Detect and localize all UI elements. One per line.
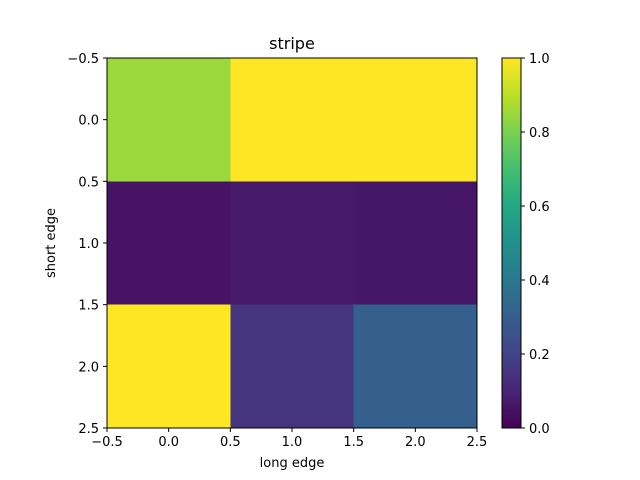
heatmap-cell-r1-c2 <box>353 181 477 305</box>
x-tick-label: 2.0 <box>405 435 426 450</box>
x-axis: −0.5 0.0 0.5 1.0 1.5 2.0 2.5 <box>91 428 487 450</box>
colorbar-tick-label: 0.2 <box>529 348 550 363</box>
colorbar-ticks: 0.0 0.2 0.4 0.6 0.8 1.0 <box>521 52 550 437</box>
colorbar-tick-label: 0.0 <box>529 422 550 437</box>
y-tick-label: −0.5 <box>67 52 99 67</box>
heatmap-cell-r0-c2 <box>353 58 477 182</box>
y-tick-label: 0.0 <box>78 114 99 129</box>
heatmap-cell-r2-c2 <box>353 304 477 428</box>
x-tick-label: 1.0 <box>282 435 303 450</box>
y-axis: −0.5 0.0 0.5 1.0 1.5 2.0 2.5 <box>67 52 107 437</box>
y-axis-label: short edge <box>44 208 59 278</box>
colorbar-tick-label: 0.8 <box>529 126 550 141</box>
y-tick-label: 2.0 <box>78 360 99 375</box>
heatmap-cells <box>107 58 477 428</box>
heatmap-cell-r2-c1 <box>230 304 354 428</box>
colorbar-tick-label: 0.6 <box>529 200 550 215</box>
colorbar-gradient <box>502 58 521 428</box>
x-axis-label: long edge <box>260 456 325 471</box>
heatmap-cell-r0-c0 <box>107 58 231 182</box>
colorbar-tick-label: 0.4 <box>529 274 550 289</box>
y-tick-label: 1.5 <box>78 299 99 314</box>
colorbar: 0.0 0.2 0.4 0.6 0.8 1.0 <box>501 52 550 437</box>
heatmap-cell-r2-c0 <box>107 304 231 428</box>
heatmap-cell-r1-c1 <box>230 181 354 305</box>
heatmap-cell-r1-c0 <box>107 181 231 305</box>
x-tick-label: 2.5 <box>467 435 488 450</box>
x-tick-label: 1.5 <box>343 435 364 450</box>
y-tick-label: 0.5 <box>78 175 99 190</box>
x-tick-label: 0.0 <box>158 435 179 450</box>
y-tick-label: 1.0 <box>78 237 99 252</box>
y-tick-label: 2.5 <box>78 422 99 437</box>
chart-title: stripe <box>269 34 315 53</box>
x-tick-label: 0.5 <box>220 435 241 450</box>
colorbar-tick-label: 1.0 <box>529 52 550 67</box>
x-tick-label: −0.5 <box>91 435 123 450</box>
heatmap-cell-r0-c1 <box>230 58 354 182</box>
colorbar-frame <box>501 57 522 429</box>
